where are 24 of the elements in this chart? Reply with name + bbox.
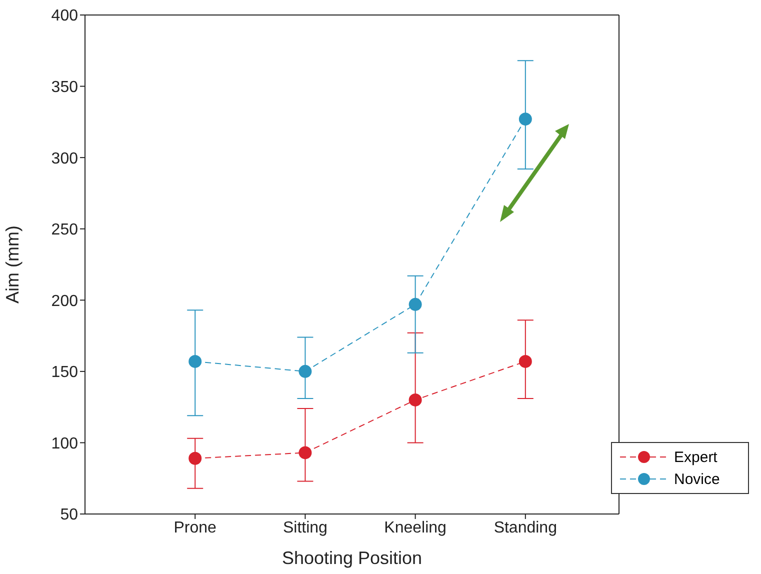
point	[188, 354, 202, 368]
y-tick-label: 100	[51, 435, 78, 452]
point	[518, 354, 532, 368]
x-tick-label: Prone	[174, 519, 217, 536]
point	[408, 298, 422, 311]
y-tick-label: 400	[51, 8, 78, 25]
y-tick-label: 300	[51, 150, 78, 168]
point	[298, 446, 312, 460]
point	[518, 112, 532, 126]
x-tick-label: Standing	[494, 519, 557, 536]
y-axis-title: Aim (mm)	[2, 226, 22, 304]
y-tick-label: 250	[51, 222, 78, 239]
x-tick-label: Sitting	[282, 519, 328, 536]
y-tick-label: 200	[51, 292, 78, 310]
legend-label: Novice	[674, 470, 720, 488]
point	[408, 393, 422, 406]
y-tick-label: 350	[51, 78, 78, 96]
legend-label: Expert	[674, 448, 718, 466]
x-axis-title: Shooting Position	[282, 548, 422, 568]
point	[298, 364, 312, 378]
x-tick-label: Kneeling	[384, 519, 446, 536]
y-tick-label: 150	[51, 364, 78, 382]
point	[188, 452, 202, 465]
y-tick-label: 50	[60, 506, 78, 524]
